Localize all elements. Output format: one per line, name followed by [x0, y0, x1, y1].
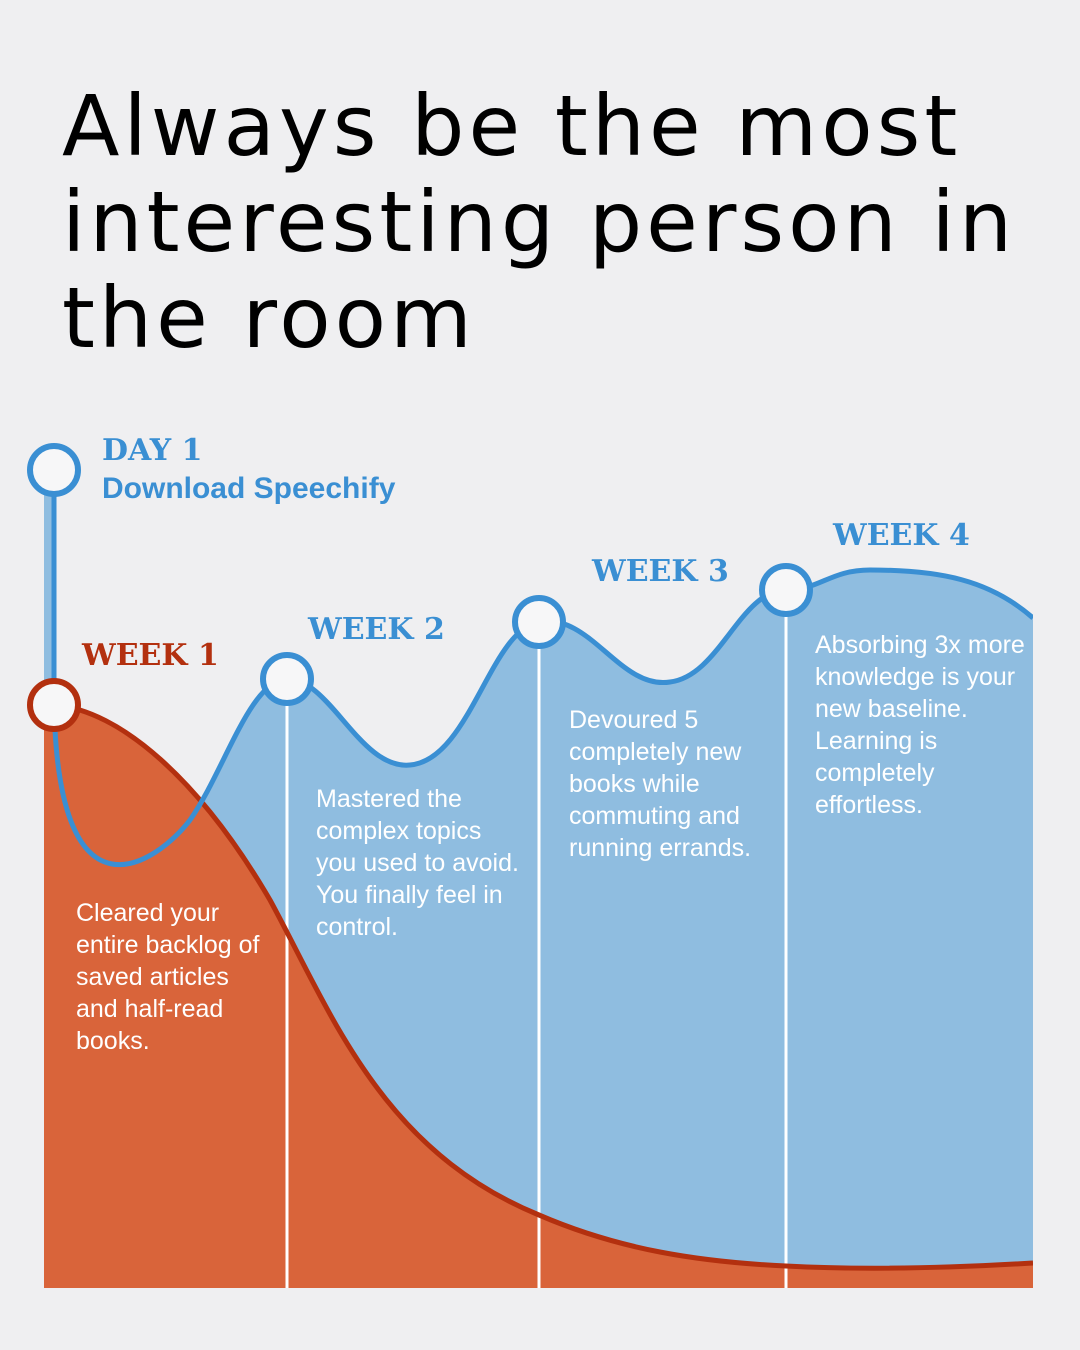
day1-label: DAY 1: [102, 433, 203, 468]
orange-area: [44, 705, 1033, 1288]
week4-label: WEEK 4: [832, 518, 970, 553]
week1-marker: [27, 678, 81, 732]
week3-description: Devoured 5 completely new books while co…: [569, 706, 752, 862]
headline: Always be the most interesting person in…: [62, 77, 1017, 367]
week3-marker: [512, 595, 566, 649]
week2-label: WEEK 2: [307, 612, 445, 647]
week3-label: WEEK 3: [591, 554, 729, 589]
week4-marker: [759, 563, 813, 617]
week2-description: Mastered the complex topics you used to …: [316, 785, 519, 941]
week2-marker: [260, 652, 314, 706]
day1-sublabel: Download Speechify: [102, 472, 396, 505]
week1-description: Cleared your entire backlog of saved art…: [76, 899, 260, 1055]
week4-description: Absorbing 3x more knowledge is your new …: [815, 631, 1025, 819]
day1-marker: [27, 443, 81, 497]
week1-label: WEEK 1: [81, 638, 219, 673]
blue-line: [51, 470, 1033, 867]
